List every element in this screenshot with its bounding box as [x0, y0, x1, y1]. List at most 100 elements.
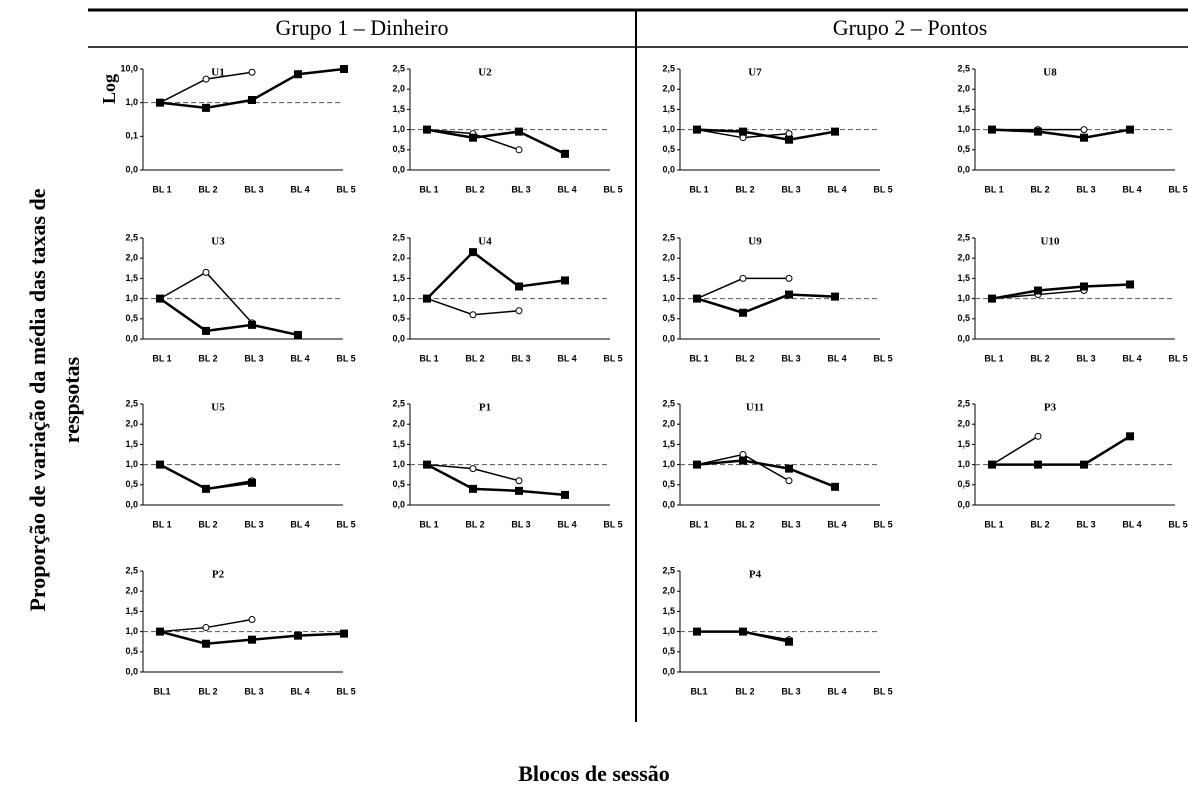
x-tick-label: BL 5	[873, 184, 892, 194]
y-tick-label: 0,0	[662, 666, 675, 676]
square-marker	[1080, 460, 1088, 469]
y-tick-label: 0,5	[392, 479, 405, 489]
y-tick-label: 1,5	[392, 104, 405, 114]
square-marker	[515, 486, 523, 495]
y-tick-label: 1,5	[957, 439, 970, 449]
x-tick-label: BL 3	[1076, 353, 1095, 363]
panel-title: P1	[479, 402, 491, 414]
panel-title: U7	[748, 67, 762, 79]
circle-marker	[469, 465, 477, 473]
x-tick-label: BL 1	[984, 519, 1003, 529]
x-tick-label: BL 5	[873, 353, 892, 363]
x-tick-label: BL 2	[735, 519, 754, 529]
panel-title: U3	[211, 236, 225, 248]
y-tick-label: 0,5	[662, 144, 675, 154]
square-marker	[515, 127, 523, 136]
square-marker	[202, 326, 210, 335]
x-tick-label: BL 2	[198, 519, 217, 529]
y-tick-label: 2,0	[392, 84, 405, 94]
square-marker	[693, 460, 701, 469]
y-tick-label: 0,0	[392, 499, 405, 509]
y-tick-label: 2,0	[125, 253, 138, 263]
x-tick-label: BL 3	[781, 519, 800, 529]
series-line	[696, 459, 836, 488]
x-tick-label: BL 1	[984, 184, 1003, 194]
circle-marker	[1034, 432, 1042, 440]
square-marker	[515, 282, 523, 291]
square-marker	[469, 248, 477, 257]
x-tick-label: BL 3	[244, 184, 263, 194]
y-tick-label: 1,5	[957, 273, 970, 283]
y-tick-label: 2,0	[662, 84, 675, 94]
y-tick-label: 2,5	[957, 63, 970, 73]
y-tick-label: 2,5	[662, 565, 675, 575]
y-tick-label: 1,0	[392, 459, 405, 469]
x-tick-label: BL 3	[244, 686, 263, 696]
x-tick-label: BL 5	[873, 519, 892, 529]
x-tick-label: BL 1	[152, 519, 171, 529]
y-tick-label: 2,5	[392, 398, 405, 408]
circle-marker	[1080, 126, 1088, 134]
y-tick-label: 2,5	[662, 398, 675, 408]
square-marker	[202, 103, 210, 112]
square-marker	[785, 135, 793, 144]
panel-title: U10	[1041, 236, 1060, 248]
x-tick-label: BL1	[153, 686, 170, 696]
x-tick-label: BL 5	[336, 686, 355, 696]
x-tick-label: BL 5	[336, 184, 355, 194]
x-tick-label: BL 3	[781, 353, 800, 363]
y-tick-label: 1,0	[125, 459, 138, 469]
square-marker	[693, 125, 701, 134]
y-axis-label: respsotas	[59, 356, 84, 443]
x-tick-label: BL1	[690, 686, 707, 696]
square-marker	[1126, 280, 1134, 289]
square-marker	[248, 635, 256, 644]
group-title: Grupo 1 – Dinheiro	[276, 15, 449, 40]
x-tick-label: BL 1	[689, 184, 708, 194]
y-tick-label: 0,5	[957, 479, 970, 489]
y-tick-label: 0,0	[125, 164, 138, 174]
x-tick-label: BL 3	[1076, 184, 1095, 194]
x-tick-label: BL 4	[290, 519, 309, 529]
square-marker	[1126, 432, 1134, 441]
square-marker	[294, 330, 302, 339]
square-marker	[561, 490, 569, 499]
y-tick-label: 2,5	[125, 232, 138, 242]
y-tick-label: 0,0	[392, 164, 405, 174]
x-tick-label: BL 4	[290, 686, 309, 696]
y-tick-label: 0,5	[957, 313, 970, 323]
x-tick-label: BL 1	[689, 353, 708, 363]
x-tick-label: BL 5	[603, 519, 622, 529]
circle-marker	[739, 274, 747, 282]
y-tick-label: 1,0	[392, 293, 405, 303]
square-marker	[988, 460, 996, 469]
square-marker	[988, 294, 996, 303]
x-tick-label: BL 3	[511, 184, 530, 194]
square-marker	[693, 294, 701, 303]
y-tick-label: 1,5	[392, 439, 405, 449]
x-tick-label: BL 1	[152, 353, 171, 363]
panel-title: P4	[749, 569, 762, 581]
y-tick-label: 1,0	[125, 293, 138, 303]
y-tick-label: 0,0	[662, 499, 675, 509]
x-tick-label: BL 2	[465, 519, 484, 529]
x-tick-label: BL 2	[735, 686, 754, 696]
square-marker	[1034, 460, 1042, 469]
x-tick-label: BL 2	[1030, 519, 1049, 529]
y-tick-label: 1,0	[392, 124, 405, 134]
x-tick-label: BL 1	[419, 184, 438, 194]
y-tick-label: 0,0	[957, 333, 970, 343]
x-tick-label: BL 1	[984, 353, 1003, 363]
square-marker	[156, 460, 164, 469]
x-tick-label: BL 5	[603, 353, 622, 363]
y-tick-label: 2,0	[662, 419, 675, 429]
square-marker	[1034, 286, 1042, 295]
y-tick-label: 1,5	[662, 273, 675, 283]
y-tick-label: 2,5	[392, 63, 405, 73]
x-tick-label: BL 4	[290, 184, 309, 194]
y-tick-label: 1,5	[125, 273, 138, 283]
circle-marker	[515, 146, 523, 154]
y-tick-label: 2,5	[125, 398, 138, 408]
panel-title: U4	[478, 236, 492, 248]
y-tick-label: 1,5	[125, 606, 138, 616]
